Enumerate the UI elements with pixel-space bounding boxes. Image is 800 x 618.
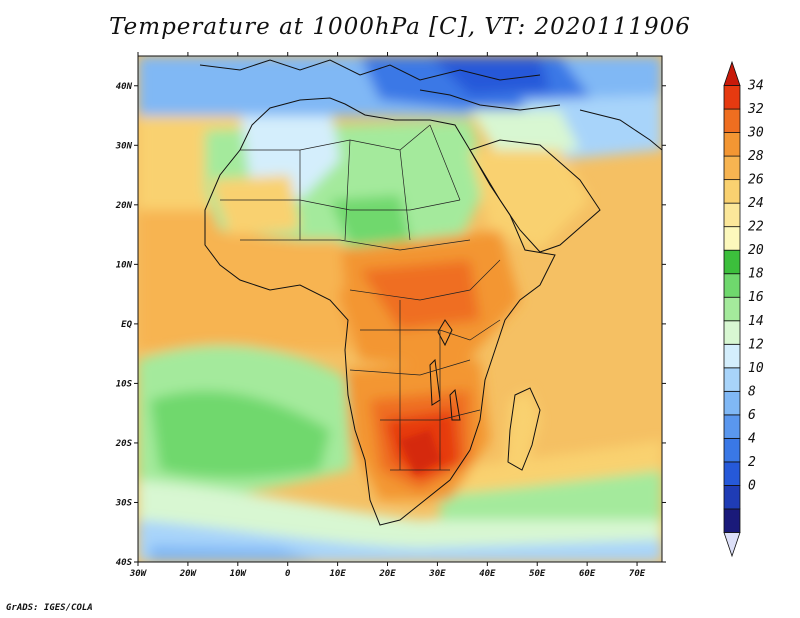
chad-green bbox=[330, 195, 410, 245]
lat-label: 20S bbox=[115, 439, 133, 449]
lon-label: 10E bbox=[329, 569, 346, 579]
madagascar-coastline bbox=[507, 387, 541, 471]
mali-yellow bbox=[210, 175, 300, 235]
border-sahel bbox=[220, 199, 461, 211]
colorbar-label: 18 bbox=[748, 267, 764, 282]
west-africa-orange bbox=[205, 240, 345, 290]
border-meridional bbox=[399, 300, 441, 470]
colorbar-label: 14 bbox=[748, 314, 764, 329]
border-central-1 bbox=[349, 259, 501, 301]
south-atlantic-green-core bbox=[150, 391, 330, 478]
colorbar-swatch bbox=[723, 390, 741, 416]
central-africa-hot bbox=[360, 260, 480, 330]
colorbar-label: 20 bbox=[748, 243, 764, 258]
longitude-axis: 30W 20W 10W 0 10E 20E 30E 40E 50E 60E 70E bbox=[129, 52, 646, 579]
coastline-layer bbox=[199, 59, 662, 526]
colorbar-label: 28 bbox=[748, 149, 764, 164]
colorbar-swatch bbox=[723, 273, 741, 298]
madagascar-yellow bbox=[505, 390, 540, 470]
arabia-coastline bbox=[469, 139, 601, 253]
lon-label: 40E bbox=[479, 569, 496, 579]
lon-label: 20E bbox=[378, 569, 396, 579]
lat-label: 30S bbox=[115, 498, 133, 508]
colorbar-swatch bbox=[723, 461, 741, 486]
europe-coastline bbox=[199, 59, 541, 81]
colorbar-label: 0 bbox=[748, 478, 756, 493]
colorbar-label: 12 bbox=[748, 337, 764, 352]
colorbar-label: 30 bbox=[747, 126, 764, 141]
colorbar-label: 4 bbox=[748, 431, 756, 446]
lake-victoria bbox=[437, 319, 453, 347]
africa-coastline bbox=[204, 97, 556, 526]
turkey-coastline bbox=[419, 89, 561, 111]
arabia-yellow bbox=[470, 150, 590, 250]
middle-east-pale bbox=[470, 110, 580, 160]
colorbar-label: 10 bbox=[748, 361, 764, 376]
colorbar-swatch bbox=[723, 108, 741, 133]
lon-label: 10W bbox=[230, 569, 248, 579]
lake-tanganyika bbox=[429, 358, 441, 406]
lat-label: 30N bbox=[115, 141, 133, 151]
lat-label: 20N bbox=[115, 201, 133, 211]
border-southern-1 bbox=[349, 359, 471, 376]
colorbar-label: 26 bbox=[748, 173, 764, 188]
zimbabwe-hot-core bbox=[400, 430, 440, 475]
colorbar-label: 2 bbox=[748, 455, 756, 470]
lon-label: 30E bbox=[428, 569, 446, 579]
colorbar-swatch bbox=[723, 320, 741, 345]
caucasus-cold bbox=[430, 56, 550, 95]
colorbar-swatch bbox=[723, 485, 741, 510]
colorbar-swatch bbox=[723, 202, 741, 228]
colorbar-swatch bbox=[723, 179, 741, 204]
lon-label: 70E bbox=[629, 569, 646, 579]
colorbar-swatch bbox=[723, 367, 741, 392]
colorbar-cap-top bbox=[723, 60, 741, 86]
iran-coastline bbox=[579, 109, 662, 151]
colorbar-swatch bbox=[723, 85, 741, 110]
colorbar-swatch bbox=[723, 343, 741, 369]
colorbar-label: 22 bbox=[748, 220, 764, 235]
colorbar-label: 8 bbox=[748, 384, 756, 399]
colorbar-swatch bbox=[723, 414, 741, 439]
south-indian-yellow bbox=[440, 440, 662, 495]
lat-label: 10S bbox=[116, 379, 133, 389]
lat-label: 40S bbox=[116, 558, 133, 568]
credit-text: GrADS: IGES/COLA bbox=[6, 603, 93, 613]
lat-label: 40N bbox=[116, 82, 133, 92]
border-north-2 bbox=[299, 124, 461, 241]
colorbar-swatch bbox=[723, 296, 741, 322]
colorbar-swatch bbox=[723, 155, 741, 181]
border-layer bbox=[220, 124, 501, 471]
plot-frame bbox=[137, 55, 663, 563]
lon-label: 20W bbox=[179, 569, 198, 579]
latitude-axis: 40N 30N 20N 10N EQ 10S 20S 30S 40S bbox=[115, 82, 666, 568]
border-west-africa bbox=[240, 239, 471, 251]
lat-label: EQ bbox=[121, 320, 132, 330]
lon-label: 50E bbox=[529, 569, 546, 579]
colorbar-swatch bbox=[723, 132, 741, 157]
southern-ocean-deep-blue bbox=[150, 545, 320, 562]
colorbar-label: 6 bbox=[748, 408, 756, 423]
colorbar-label: 34 bbox=[747, 79, 764, 94]
colorbar-swatch bbox=[723, 226, 741, 251]
colorbar-swatch bbox=[723, 508, 741, 533]
lon-label: 60E bbox=[579, 569, 596, 579]
colorbar-label: 16 bbox=[748, 290, 764, 305]
lake-malawi bbox=[449, 388, 461, 421]
colorbar-swatch bbox=[723, 437, 741, 463]
colorbar-label: 24 bbox=[748, 196, 764, 211]
colorbar-label: 32 bbox=[747, 102, 764, 117]
lon-label: 0 bbox=[285, 569, 291, 579]
lat-label: 10N bbox=[116, 260, 133, 270]
colorbar-cap-bottom bbox=[723, 532, 741, 558]
lon-label: 30W bbox=[129, 569, 148, 579]
colorbar-swatch bbox=[723, 249, 741, 275]
map-title: Temperature at 1000hPa [C], VT: 20201119… bbox=[109, 14, 691, 40]
